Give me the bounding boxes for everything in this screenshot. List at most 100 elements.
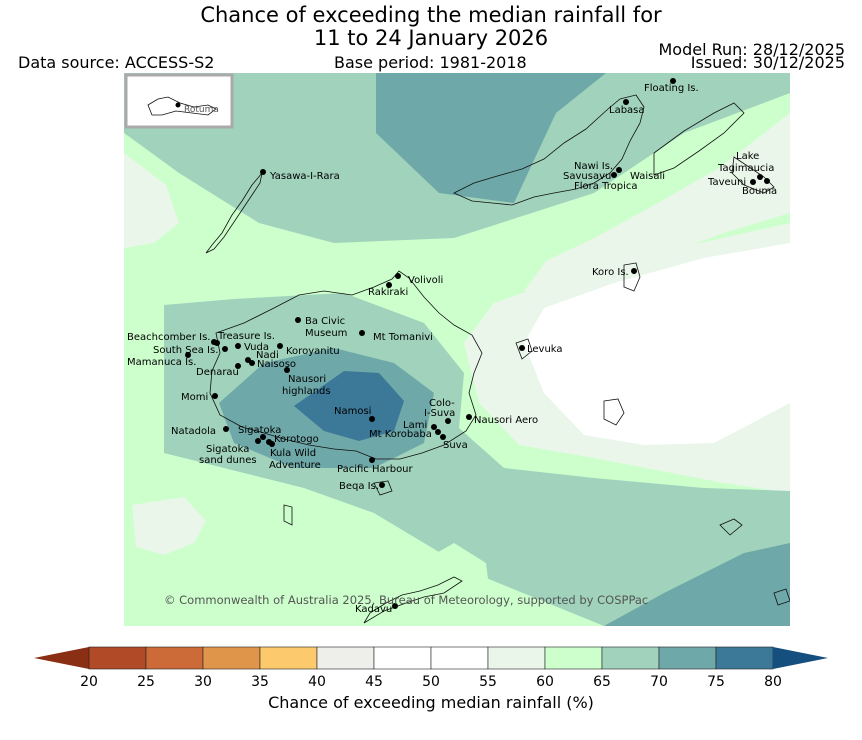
marker-savusavu bbox=[611, 172, 617, 178]
colorbar-tick-label: 45 bbox=[365, 674, 383, 690]
colorbar-cell bbox=[373, 646, 432, 670]
label-labasa: Labasa bbox=[609, 105, 645, 116]
label-suva: Suva bbox=[443, 440, 468, 451]
marker-pacific-harbour bbox=[369, 457, 375, 463]
coastline-southeast-islet-2 bbox=[773, 588, 790, 606]
marker-lake bbox=[757, 174, 763, 180]
marker-mamanuca bbox=[185, 352, 191, 358]
issued-date: Issued: 30/12/2025 bbox=[690, 53, 845, 72]
marker-volivoli bbox=[395, 273, 401, 279]
marker-southsea bbox=[222, 346, 228, 352]
marker-taveuni bbox=[750, 179, 756, 185]
label-taveuni: Taveuni bbox=[707, 177, 746, 188]
coastlines bbox=[205, 94, 790, 624]
label-denarau: Denarau bbox=[196, 367, 239, 378]
colorbar-tick-label: 65 bbox=[593, 674, 611, 690]
colorbar-cell bbox=[145, 646, 204, 670]
colorbar-ticks: 20 25 30 35 40 45 50 55 60 65 70 75 80 bbox=[80, 674, 782, 690]
label-vuda: Vuda bbox=[244, 342, 269, 353]
rotuma-inset: Rotuma bbox=[124, 73, 234, 129]
coastline-vanua-levu bbox=[453, 94, 645, 206]
label-koro: Koro Is. bbox=[592, 267, 629, 278]
marker-denarau bbox=[235, 363, 241, 369]
colorbar-cells bbox=[88, 646, 774, 670]
marker-yasawa bbox=[260, 169, 266, 175]
coastline-southeast-islet bbox=[719, 518, 743, 536]
label-floating-is: Floating Is. bbox=[644, 83, 699, 94]
label-beqa: Beqa Is. bbox=[339, 481, 379, 492]
coastline-gau bbox=[603, 398, 625, 426]
coastline-taveuni bbox=[653, 102, 745, 176]
colorbar-cell bbox=[316, 646, 375, 670]
marker-bouma bbox=[764, 178, 770, 184]
label-nausori-aero: Nausori Aero bbox=[474, 415, 538, 426]
marker-levuka bbox=[519, 345, 525, 351]
rainfall-map: Rotuma bbox=[124, 73, 790, 626]
label-sigatoka: Sigatoka bbox=[238, 425, 281, 436]
data-source: Data source: ACCESS-S2 bbox=[18, 53, 215, 72]
colorbar-cell bbox=[430, 646, 489, 670]
colorbar-cell bbox=[202, 646, 261, 670]
colorbar-tick-label: 70 bbox=[650, 674, 668, 690]
marker-sigatoka-dunes bbox=[255, 438, 261, 444]
colorbar-over-arrow bbox=[773, 647, 828, 669]
marker-nausori-aero bbox=[466, 414, 472, 420]
label-southsea: South Sea Is. bbox=[153, 345, 218, 356]
colorbar-cell bbox=[487, 646, 546, 670]
label-kula-1: Kula Wild bbox=[270, 448, 316, 459]
coastline-kadavu bbox=[363, 576, 463, 624]
marker-naisoso bbox=[249, 360, 255, 366]
coastline-ovalau bbox=[515, 338, 533, 360]
marker-suva bbox=[440, 434, 446, 440]
marker-kula bbox=[269, 441, 275, 447]
label-bouma: Bouma bbox=[742, 186, 777, 197]
label-nausori-hl-2: highlands bbox=[282, 386, 331, 397]
label-volivoli: Volivoli bbox=[408, 275, 443, 286]
marker-labasa bbox=[623, 99, 629, 105]
colorbar-tick-label: 55 bbox=[479, 674, 497, 690]
marker-nawi bbox=[616, 167, 622, 173]
label-nadi: Nadi bbox=[256, 350, 279, 361]
marker-floating-is bbox=[670, 78, 676, 84]
marker-ba bbox=[295, 317, 301, 323]
label-lake: Lake bbox=[736, 151, 759, 162]
colorbar-tick-label: 20 bbox=[80, 674, 98, 690]
marker-koroyanitu bbox=[277, 343, 283, 349]
marker-lami bbox=[431, 424, 437, 430]
colorbar-cell bbox=[658, 646, 717, 670]
label-ba-civic: Ba Civic bbox=[305, 316, 345, 327]
colorbar: 20 25 30 35 40 45 50 55 60 65 70 75 80 Chance of exc… bbox=[0, 640, 862, 736]
region-70-75-north bbox=[376, 73, 606, 203]
label-lami: Lami bbox=[403, 420, 427, 431]
label-beachcomber: Beachcomber Is. bbox=[127, 332, 210, 343]
label-savusavu: Savusavu bbox=[563, 171, 611, 182]
label-naisoso: Naisoso bbox=[257, 359, 296, 370]
label-kula-2: Adventure bbox=[269, 460, 321, 471]
marker-beqa bbox=[379, 482, 385, 488]
label-natadola: Natadola bbox=[171, 426, 216, 437]
label-namosi: Namosi bbox=[334, 406, 371, 417]
place-markers bbox=[185, 78, 770, 609]
copyright-notice: © Commonwealth of Australia 2025, Bureau… bbox=[164, 593, 648, 607]
marker-treasure bbox=[214, 340, 220, 346]
label-tagimaucia: Tagimaucia bbox=[717, 163, 774, 174]
colorbar-tick-label: 40 bbox=[308, 674, 326, 690]
marker-korobaba bbox=[435, 429, 441, 435]
label-museum: Museum bbox=[305, 328, 347, 339]
colorbar-label: Chance of exceeding median rainfall (%) bbox=[268, 693, 594, 712]
label-momi: Momi bbox=[181, 392, 208, 403]
label-mamanuca: Mamanuca Is. bbox=[127, 357, 196, 368]
label-sigatoka-dunes-1: Sigatoka bbox=[206, 444, 249, 455]
colorbar-tick-label: 60 bbox=[536, 674, 554, 690]
marker-sigatoka bbox=[260, 434, 266, 440]
coastline-taveuni-south bbox=[731, 156, 775, 194]
coastline-beqa bbox=[373, 480, 393, 496]
marker-kadavu bbox=[392, 603, 398, 609]
colorbar-tick-label: 35 bbox=[251, 674, 269, 690]
label-rakiraki: Rakiraki bbox=[368, 287, 408, 298]
marker-vuda bbox=[235, 343, 241, 349]
coastline-vatulele bbox=[283, 504, 293, 526]
label-kadavu: Kadavu bbox=[355, 604, 392, 615]
colorbar-under-arrow bbox=[34, 647, 89, 669]
label-nausori-hl-1: Nausori bbox=[288, 374, 326, 385]
